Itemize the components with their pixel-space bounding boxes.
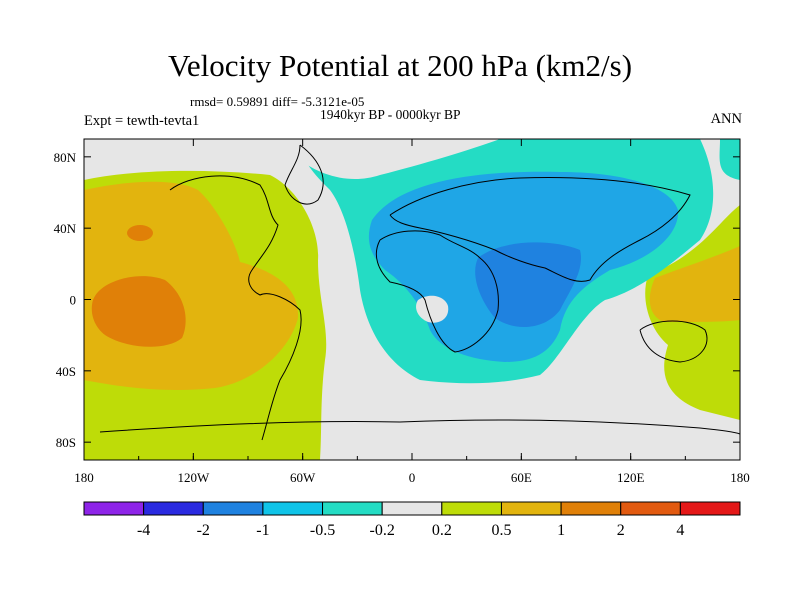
- colorbar-label: 2: [617, 522, 625, 539]
- y-tick-label: 40N: [54, 221, 77, 236]
- colorbar-label: -2: [197, 522, 210, 539]
- arctic-negative-patch: [719, 139, 740, 180]
- coastline-eurasia: [389, 177, 691, 282]
- positive-core-npacific: [127, 225, 153, 241]
- colorbar-swatch: [83, 501, 145, 516]
- colorbar-swatch: [381, 501, 443, 516]
- negative-strong-core: [475, 242, 581, 328]
- y-tick-label: 80N: [54, 150, 77, 165]
- x-tick-label: 120W: [177, 470, 210, 485]
- colorbar-label: -0.2: [370, 522, 395, 539]
- colorbar-label: 0.5: [491, 522, 511, 539]
- y-tick-label: 80S: [56, 435, 76, 450]
- colorbar-label: -1: [256, 522, 269, 539]
- arctic-neutral-patch: [300, 139, 500, 180]
- contour-field: [84, 139, 740, 460]
- colorbar-swatch: [322, 501, 383, 516]
- colorbar-swatch: [620, 501, 681, 516]
- y-axis: 80N 40N 0 40S 80S: [54, 150, 740, 450]
- colorbar-swatch: [143, 501, 204, 516]
- coastline-greenland: [284, 144, 324, 205]
- x-tick-label: 120E: [617, 470, 645, 485]
- y-tick-label: 0: [70, 293, 77, 308]
- stats-text: rmsd= 0.59891 diff= -5.3121e-05: [190, 94, 365, 109]
- positive-core-west-pacific: [649, 246, 740, 322]
- colorbar-label: -0.5: [310, 522, 335, 539]
- colorbar-swatch: [262, 501, 324, 516]
- x-tick-label: 0: [409, 470, 416, 485]
- coastline-antarctica: [99, 419, 740, 435]
- colorbar-swatch: [441, 501, 502, 516]
- colorbar-swatch: [202, 501, 264, 516]
- colorbar-label: -4: [137, 522, 150, 539]
- colorbar-label: 4: [676, 522, 684, 539]
- coastline-americas: [169, 175, 302, 441]
- x-axis: 180 120W 60W 0 60E 120E 180: [74, 139, 750, 485]
- y-tick-label: 40S: [56, 364, 76, 379]
- colorbar-label: 0.2: [432, 522, 452, 539]
- x-tick-label: 60W: [290, 470, 316, 485]
- coastline-australia: [639, 320, 708, 363]
- colorbar-swatch: [500, 501, 562, 516]
- positive-core-pacific: [91, 276, 186, 347]
- colorbar-label: 1: [557, 522, 565, 539]
- colorbar: -4 -2 -1 -0.5 -0.2 0.2 0.5 1 2 4: [83, 501, 741, 539]
- period-text: 1940kyr BP - 0000kyr BP: [320, 107, 461, 122]
- neutral-hole-gulf: [416, 295, 449, 323]
- x-tick-label: 180: [74, 470, 94, 485]
- experiment-label: Expt = tewth-tevta1: [84, 113, 200, 129]
- x-tick-label: 60E: [511, 470, 532, 485]
- colorbar-swatch: [679, 501, 741, 516]
- coastlines: [99, 144, 740, 441]
- plot-title: Velocity Potential at 200 hPa (km2/s): [167, 48, 633, 83]
- colorbar-swatch: [560, 501, 622, 516]
- coastline-africa: [375, 230, 499, 353]
- x-tick-label: 180: [730, 470, 750, 485]
- season-label: ANN: [710, 111, 742, 127]
